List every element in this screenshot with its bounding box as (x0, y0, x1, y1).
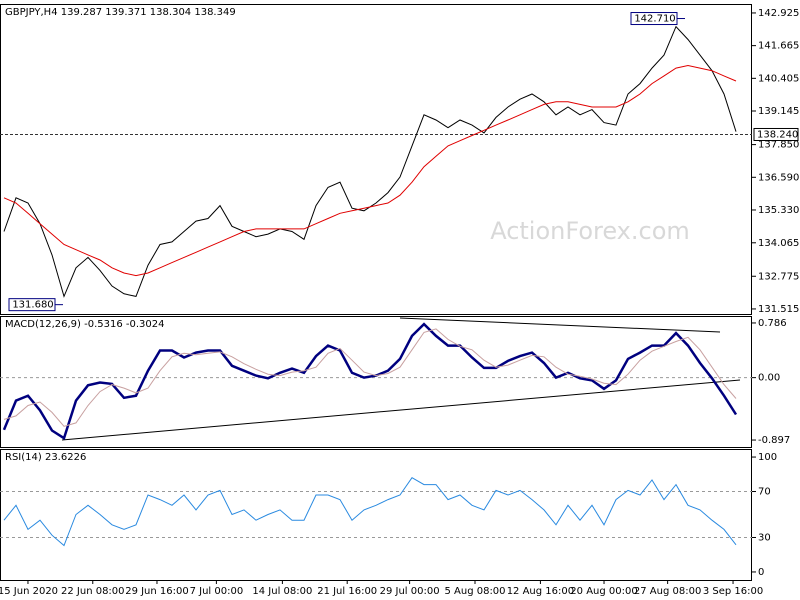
watermark: ActionForex.com (490, 217, 690, 245)
panel-title: MACD(12,26,9) -0.5316 -0.3024 (5, 319, 165, 330)
macd-trendline (399, 317, 721, 333)
y-tick-label: 141.665 (758, 41, 799, 52)
last-price-label: 138.240 (757, 129, 798, 140)
y-tick-label: 0.786 (758, 318, 787, 329)
x-tick-label: 22 Jun 08:00 (61, 586, 125, 597)
series-line (3, 64, 737, 277)
x-tick-label: 29 Jul 00:00 (380, 586, 440, 597)
y-tick-label: 0 (758, 567, 764, 578)
y-tick-label: -0.897 (758, 435, 790, 446)
y-tick-label: 100 (758, 452, 777, 463)
panel-frame (0, 449, 752, 581)
y-tick-label: 142.925 (758, 8, 799, 19)
panel-title: RSI(14) 23.6226 (5, 452, 86, 463)
y-tick-label: 134.065 (758, 238, 799, 249)
x-tick-label: 29 Jun 16:00 (125, 586, 189, 597)
y-tick-label: 70 (758, 487, 771, 498)
x-tick-label: 20 Aug 00:00 (570, 586, 637, 597)
price-marker-label: 142.710 (634, 14, 675, 25)
series-line (3, 477, 737, 547)
series-line (2, 322, 738, 441)
series-line (3, 328, 737, 427)
x-tick-label: 15 Jun 2020 (0, 586, 58, 597)
x-tick-label: 14 Jul 08:00 (252, 586, 312, 597)
y-tick-label: 131.515 (758, 304, 799, 315)
macd-trendline (61, 379, 741, 441)
price-marker-box (8, 298, 56, 312)
panel-frame (0, 4, 752, 315)
x-tick-label: 12 Aug 16:00 (507, 586, 574, 597)
price-marker-label: 131.680 (12, 300, 53, 311)
y-tick-label: 0.00 (758, 373, 780, 384)
x-tick-label: 27 Aug 08:00 (634, 586, 701, 597)
x-tick-label: 5 Aug 08:00 (444, 586, 505, 597)
y-tick-label: 139.145 (758, 106, 799, 117)
y-tick-label: 136.590 (758, 172, 799, 183)
panel-frame (0, 316, 752, 448)
y-tick-label: 140.405 (758, 73, 799, 84)
y-tick-label: 137.850 (758, 140, 799, 151)
x-tick-label: 7 Jul 00:00 (190, 586, 244, 597)
x-tick-label: 21 Jul 16:00 (317, 586, 377, 597)
last-price-box (753, 127, 799, 141)
y-tick-label: 135.330 (758, 205, 799, 216)
panel-title: GBPJPY,H4 139.287 139.371 138.304 138.34… (5, 7, 236, 18)
y-tick-label: 132.775 (758, 271, 799, 282)
y-tick-label: 30 (758, 532, 771, 543)
price-marker-box (630, 12, 678, 26)
x-tick-label: 3 Sep 16:00 (703, 586, 763, 597)
